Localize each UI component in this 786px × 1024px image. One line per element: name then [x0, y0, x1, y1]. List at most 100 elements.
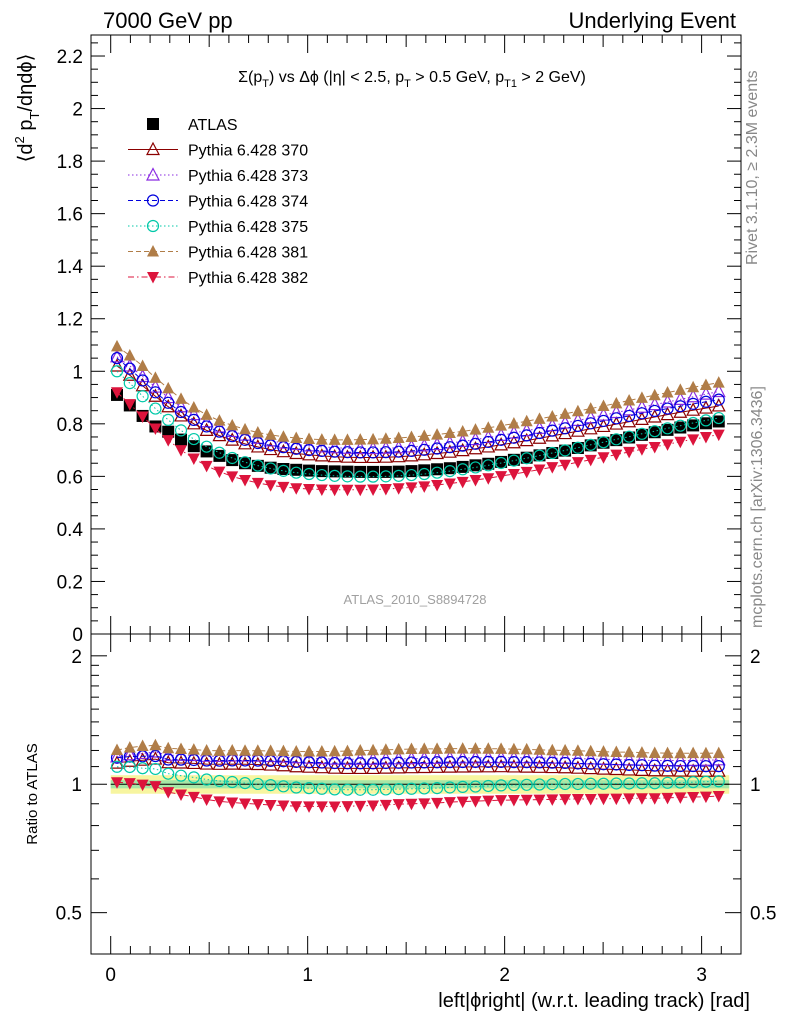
ratio-point [366, 757, 380, 770]
ratio-point [661, 746, 674, 759]
ratio-point [507, 778, 520, 792]
ratio-point [149, 749, 162, 763]
data-point [418, 429, 431, 441]
data-point [110, 349, 124, 363]
ratio-point [482, 755, 495, 769]
data-point [533, 426, 546, 440]
data-point [149, 402, 162, 415]
series-3 [110, 352, 725, 459]
data-point [469, 461, 482, 474]
ratio-point [302, 756, 316, 769]
ratio-point [584, 757, 597, 770]
ratio-tick-label: 1 [71, 775, 82, 796]
data-point [111, 387, 123, 399]
ratio-point [162, 787, 175, 799]
ratio-point [212, 756, 227, 770]
ratio-point [418, 742, 431, 754]
data-point [341, 446, 354, 459]
ratio-point [264, 779, 277, 792]
ratio-point [456, 796, 469, 809]
data-point [264, 428, 277, 440]
ratio-point [507, 794, 520, 807]
data-point [186, 416, 201, 430]
ratio-point [430, 756, 444, 769]
ratio-point [405, 756, 418, 769]
data-point [290, 466, 303, 479]
legend: ATLAS Pythia 6.428 370 Pythia 6.428 373 Pyt… [128, 117, 308, 287]
data-point [507, 469, 520, 481]
ratio-point [431, 742, 444, 754]
data-point [405, 444, 418, 457]
data-point [174, 424, 188, 437]
ratio-point [341, 757, 354, 770]
data-point [635, 444, 648, 456]
data-point [122, 358, 137, 372]
data-point [584, 439, 597, 452]
data-point [379, 446, 392, 459]
ratio-point [571, 744, 584, 756]
ratio-point [199, 756, 214, 770]
header-left: 7000 GeV pp [103, 8, 233, 33]
ratio-point [520, 742, 533, 755]
data-point [622, 402, 637, 416]
data-point [482, 473, 495, 485]
data-point [251, 436, 264, 450]
data-point [507, 417, 520, 429]
ratio-point [648, 793, 661, 805]
data-point [712, 429, 725, 442]
ratio-tick-label-right: 2 [750, 647, 761, 668]
legend-marker [147, 245, 159, 257]
x-tick-label: 0 [105, 965, 116, 986]
ratio-point [482, 742, 495, 754]
data-point [494, 433, 508, 446]
data-point [533, 464, 546, 477]
data-point [673, 391, 688, 405]
ratio-point [302, 782, 316, 795]
chart-title: Σ(pT) vs Δϕ (|η| < 2.5, pT > 0.5 GeV, pT… [238, 69, 586, 90]
ratio-point [674, 759, 687, 773]
data-point [648, 425, 661, 438]
data-point [520, 414, 533, 427]
data-point [712, 411, 725, 425]
series-0 [111, 388, 725, 478]
data-point [546, 409, 559, 422]
ratio-series-4 [110, 760, 725, 796]
ratio-point [226, 744, 239, 756]
ratio-point [135, 745, 150, 760]
ratio-point [149, 762, 162, 776]
ratio-point [520, 794, 533, 807]
ratio-point [597, 745, 610, 757]
data-point [482, 435, 495, 449]
data-point [315, 468, 328, 482]
y-tick-label: 0.6 [57, 467, 83, 488]
ratio-series-5 [111, 738, 725, 759]
ratio-tick-label-right: 0.5 [750, 904, 776, 925]
data-point [648, 388, 661, 401]
data-point [354, 446, 367, 459]
ratio-point [149, 781, 162, 793]
legend-marker [146, 141, 160, 156]
ratio-point [187, 791, 200, 804]
legend-marker [147, 118, 159, 130]
data-point [571, 404, 584, 417]
ratio-point [495, 742, 508, 754]
data-point [597, 414, 610, 428]
ratio-point [239, 798, 252, 810]
data-point [431, 428, 444, 440]
ratio-point [251, 777, 264, 791]
data-point [174, 408, 189, 422]
data-point [635, 427, 649, 440]
data-point [251, 425, 264, 438]
data-point [213, 425, 226, 438]
legend-marker [146, 219, 160, 233]
ratio-point [175, 742, 188, 755]
ratio-point [174, 755, 189, 769]
data-point [443, 465, 456, 478]
ratio-point [687, 746, 700, 759]
ratio-point [610, 777, 623, 790]
data-point [341, 470, 354, 483]
data-point [379, 483, 392, 496]
data-point [238, 456, 252, 469]
data-point [250, 439, 265, 453]
data-point [610, 449, 623, 462]
